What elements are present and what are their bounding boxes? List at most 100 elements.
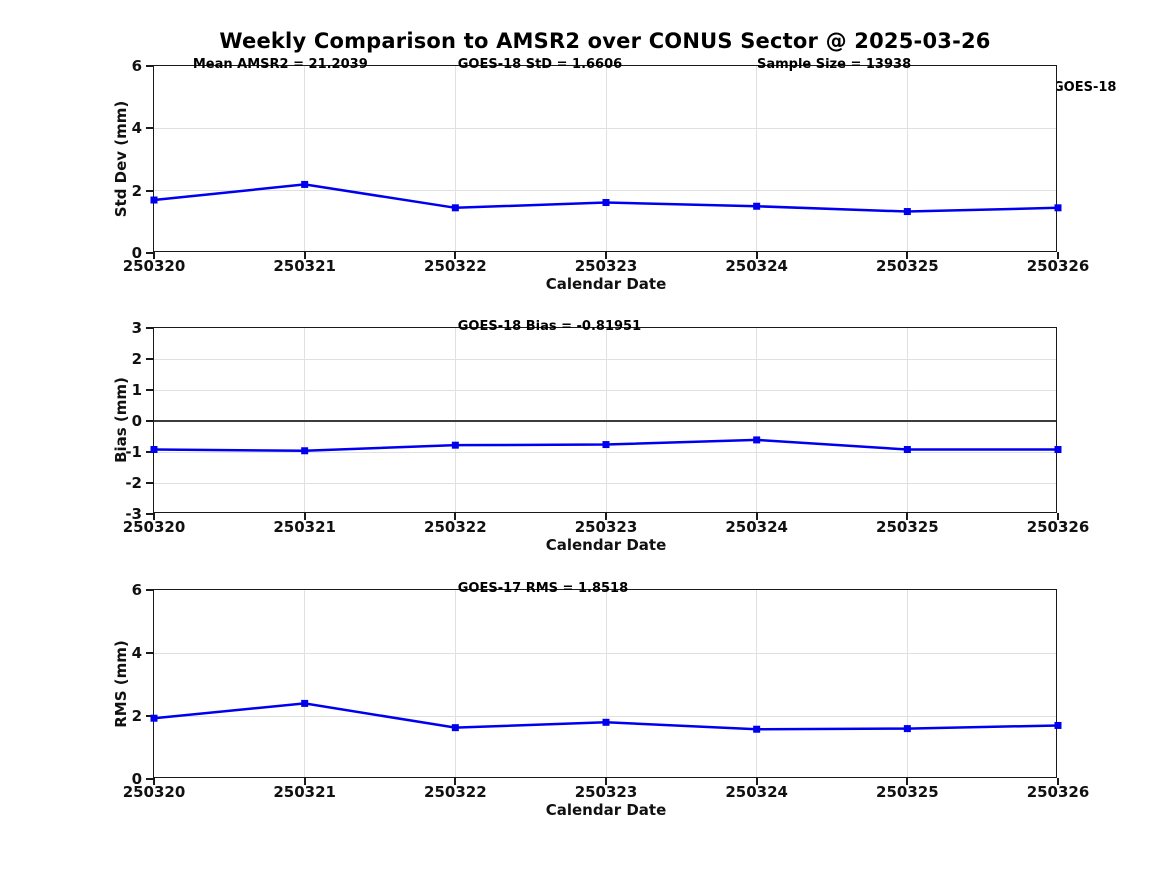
x-tick-mark — [153, 512, 155, 520]
y-tick-mark — [145, 252, 153, 254]
y-gridline — [154, 715, 1056, 717]
y-tick-mark — [145, 65, 153, 67]
y-tick-label: 0 — [131, 412, 142, 430]
x-tick-mark — [906, 512, 909, 520]
x-gridline — [605, 590, 607, 777]
series-plot-std-dev — [150, 180, 1062, 216]
data-point-marker — [451, 441, 459, 449]
y-axis-label: RMS (mm) — [112, 639, 130, 728]
y-tick-mark — [145, 513, 153, 515]
y-tick-label: 6 — [131, 57, 142, 75]
y-tick-mark — [145, 189, 153, 192]
data-point-marker — [602, 441, 610, 449]
panel-annotation: GOES-17 RMS = 1.8518 — [457, 581, 629, 596]
data-point-marker — [150, 714, 158, 722]
y-tick-mark — [145, 327, 153, 329]
x-tick-label: 250323 — [574, 518, 638, 536]
y-tick-mark — [145, 420, 153, 422]
series-plot-rms — [150, 699, 1062, 733]
x-gridline — [454, 590, 456, 777]
data-point-marker — [903, 446, 911, 454]
data-point-marker — [753, 725, 761, 733]
x-tick-label: 250325 — [876, 518, 939, 536]
y-tick-label: 2 — [131, 350, 142, 368]
x-gridline — [906, 66, 908, 251]
data-point-marker — [301, 447, 309, 455]
x-tick-label: 250320 — [122, 783, 186, 801]
data-point-marker — [602, 199, 610, 207]
data-point-marker — [451, 724, 459, 732]
data-point-marker — [903, 725, 911, 733]
y-tick-mark — [145, 389, 153, 391]
data-point-marker — [150, 196, 158, 204]
x-tick-label: 250321 — [273, 783, 336, 801]
x-tick-label: 250325 — [876, 257, 939, 275]
x-tick-mark — [605, 777, 607, 785]
data-point-marker — [1054, 721, 1062, 729]
zero-reference-line — [154, 420, 1056, 422]
legend-label: GOES-18 — [1053, 79, 1117, 95]
y-tick-label: 3 — [131, 319, 142, 337]
series-plot-bias — [150, 436, 1062, 455]
x-tick-label: 250325 — [876, 783, 939, 801]
y-gridline — [154, 451, 1056, 453]
x-tick-label: 250321 — [273, 518, 336, 536]
series-line-GOES-18 — [153, 183, 1059, 213]
data-point-marker — [1054, 446, 1062, 454]
x-gridline — [304, 590, 306, 777]
y-tick-label: 2 — [131, 707, 142, 725]
x-tick-mark — [303, 777, 306, 785]
x-tick-label: 250320 — [122, 257, 186, 275]
y-tick-label: 1 — [131, 381, 142, 399]
y-gridline — [154, 482, 1056, 484]
chart-panel-bias: -3 -2 -1 0 1 2 3 250320 250321 250322 250323 250324… — [123, 319, 1090, 554]
x-gridline — [454, 66, 456, 251]
x-tick-label: 250320 — [122, 518, 186, 536]
y-gridline — [154, 127, 1056, 129]
y-tick-label: 2 — [131, 181, 142, 200]
x-tick-mark — [303, 512, 306, 520]
x-tick-label: 250323 — [574, 783, 638, 801]
x-tick-label: 250324 — [725, 783, 788, 801]
x-tick-mark — [454, 777, 457, 785]
x-tick-label: 250322 — [424, 783, 487, 801]
x-axis-label: Calendar Date — [545, 536, 667, 554]
x-gridline — [906, 590, 908, 777]
x-tick-mark — [906, 777, 909, 785]
x-tick-mark — [454, 251, 457, 259]
chart-panel-std-dev: 0 2 4 6 250320 250321 250322 250323 250324 250325… — [123, 57, 1090, 293]
x-tick-mark — [755, 777, 758, 785]
x-gridline — [756, 66, 758, 251]
x-tick-mark — [605, 251, 607, 259]
x-tick-label: 250323 — [574, 257, 638, 275]
data-point-marker — [301, 180, 309, 188]
y-gridline — [154, 389, 1056, 391]
x-tick-mark — [755, 251, 758, 259]
x-tick-label: 250326 — [1026, 518, 1090, 536]
y-tick-label: 6 — [131, 581, 142, 599]
y-tick-mark — [145, 482, 153, 484]
x-tick-mark — [906, 251, 909, 259]
x-tick-label: 250322 — [424, 518, 487, 536]
x-gridline — [304, 66, 306, 251]
x-tick-label: 250324 — [725, 257, 788, 275]
x-axis-label: Calendar Date — [545, 275, 667, 293]
panel-annotation: Mean AMSR2 = 21.2039 — [192, 57, 368, 72]
data-point-marker — [1054, 204, 1062, 212]
x-tick-label: 250321 — [273, 257, 336, 275]
x-tick-mark — [153, 251, 155, 259]
x-gridline — [605, 66, 607, 251]
panel-annotation: GOES-18 Bias = -0.81951 — [457, 319, 642, 334]
y-tick-label: 0 — [131, 770, 142, 788]
x-tick-label: 250324 — [725, 518, 788, 536]
data-point-marker — [150, 446, 158, 454]
y-tick-label: -3 — [125, 505, 142, 523]
x-tick-mark — [153, 777, 155, 785]
y-tick-mark — [145, 778, 153, 780]
y-tick-mark — [145, 127, 153, 130]
x-tick-mark — [1057, 512, 1059, 520]
y-axis-label: Bias (mm) — [112, 377, 130, 463]
x-tick-mark — [605, 512, 607, 520]
x-tick-label: 250322 — [424, 257, 487, 275]
